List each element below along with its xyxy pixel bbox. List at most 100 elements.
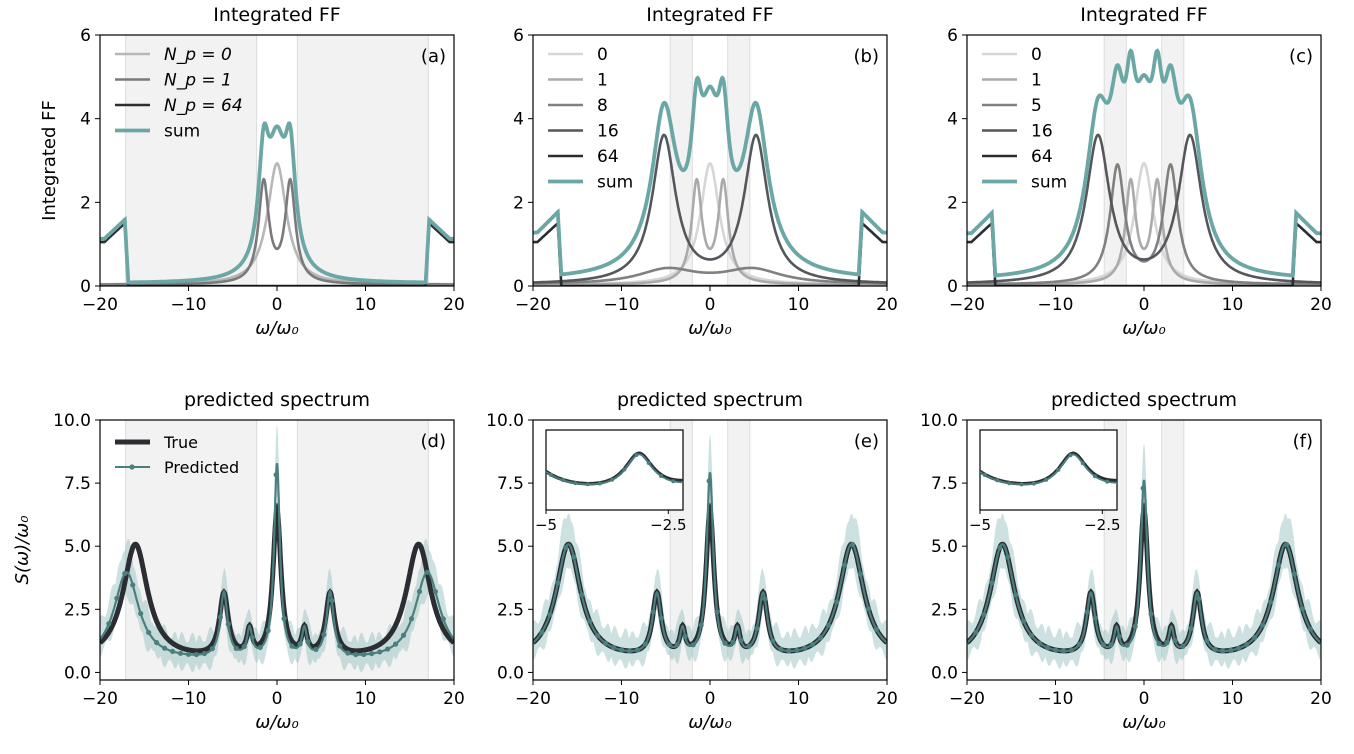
y-tick-label: 2.5 <box>64 600 91 620</box>
series-line-1 <box>533 177 887 286</box>
predicted-marker <box>249 634 255 641</box>
panel-label: (c) <box>1289 46 1313 67</box>
legend-label: N_p = 1 <box>164 71 232 91</box>
predicted-marker <box>626 648 633 654</box>
x-tick-label: 10 <box>355 295 377 315</box>
predicted-marker <box>1204 638 1210 644</box>
predicted-marker <box>297 641 303 647</box>
predicted-marker <box>1307 626 1313 632</box>
predicted-marker <box>997 545 1003 551</box>
predicted-marker <box>1244 641 1250 648</box>
y-tick-label: 2.5 <box>497 600 524 620</box>
series-line-0 <box>533 161 887 286</box>
legend-label: 0 <box>1031 45 1042 65</box>
x-tick-label: 20 <box>1310 689 1332 709</box>
predicted-marker <box>1005 554 1011 560</box>
x-tick-label: 10 <box>1222 689 1244 709</box>
legend-label: 8 <box>597 96 608 116</box>
series-line-true <box>533 502 887 654</box>
series-line-0 <box>967 161 1321 286</box>
predicted-marker <box>1212 646 1218 653</box>
panel-e: −5 −2.5 −20 −10 0 10 20 0.0 2.5 5.0 7.5 10.0 predict… <box>486 389 898 733</box>
shaded-region <box>297 35 429 286</box>
y-tick-label: 0.0 <box>64 663 91 683</box>
predicted-marker <box>1044 645 1051 651</box>
inset-marker <box>561 478 566 483</box>
predicted-marker <box>825 622 832 628</box>
inset-marker <box>585 482 590 487</box>
predicted-marker <box>1052 647 1059 653</box>
predicted-marker <box>106 620 112 627</box>
x-axis-label: ω/ω₀ <box>255 712 298 733</box>
predicted-marker <box>146 629 152 636</box>
predicted-marker <box>674 642 680 648</box>
x-axis-label: ω/ω₀ <box>688 318 731 339</box>
legend-label: 5 <box>1031 96 1042 116</box>
predicted-marker <box>1013 592 1019 598</box>
x-tick-label: −10 <box>604 689 640 709</box>
inset-marker <box>1080 461 1085 466</box>
predicted-marker <box>369 650 375 657</box>
predicted-marker <box>432 588 439 595</box>
predicted-marker <box>385 646 391 652</box>
predicted-marker <box>217 614 223 620</box>
legend-label: 1 <box>597 71 608 91</box>
series-line-sum <box>967 48 1321 278</box>
series-line-true <box>100 502 454 654</box>
panel-d: −20 −10 0 10 20 0.0 2.5 5.0 7.5 10.0 predicted spe… <box>12 389 465 733</box>
predicted-marker <box>424 569 431 575</box>
series-line-16 <box>533 133 887 284</box>
predicted-marker <box>1252 635 1258 641</box>
predicted-marker <box>345 650 351 656</box>
predicted-marker <box>273 472 279 478</box>
predicted-marker <box>1180 643 1186 649</box>
series-line-sum <box>533 75 887 277</box>
predicted-marker <box>337 643 343 649</box>
chart-title: Integrated FF <box>1080 4 1207 26</box>
predicted-marker <box>1228 647 1234 653</box>
x-tick-label: 0 <box>1139 689 1150 709</box>
x-tick-label: 20 <box>443 295 465 315</box>
y-tick-label: 4 <box>947 110 958 130</box>
x-tick-label: −20 <box>515 295 551 315</box>
predicted-marker <box>265 627 271 634</box>
inset-marker <box>1056 467 1061 472</box>
panel-f: −5 −2.5 −20 −10 0 10 20 0.0 2.5 5.0 7.5 10.0 predict… <box>920 389 1332 733</box>
predicted-marker <box>353 651 359 658</box>
y-tick-label: 5.0 <box>497 537 524 557</box>
y-tick-label: 10.0 <box>486 411 524 431</box>
legend-label: 1 <box>1031 71 1042 91</box>
predicted-marker <box>1092 615 1098 621</box>
plot-area <box>100 35 454 286</box>
y-axis-label: Integrated FF <box>39 100 60 221</box>
predicted-marker <box>770 638 776 644</box>
predicted-marker <box>321 631 327 638</box>
y-tick-label: 6 <box>513 26 524 46</box>
legend-label: 0 <box>597 45 608 65</box>
predicted-marker <box>555 580 561 586</box>
inset-marker <box>548 472 553 477</box>
predicted-marker <box>1283 541 1290 548</box>
panel-a: −20 −10 0 10 20 0 2 4 6 Integrated FF ω/ω₀ Integrat… <box>39 4 465 339</box>
inset-marker <box>634 453 639 458</box>
predicted-marker <box>1029 632 1035 639</box>
predicted-marker <box>1291 571 1298 577</box>
predicted-marker <box>1100 642 1106 648</box>
y-tick-label: 4 <box>513 110 524 130</box>
y-tick-label: 2 <box>513 193 524 213</box>
y-tick-label: 0 <box>947 277 958 297</box>
predicted-marker <box>873 626 879 632</box>
x-tick-label: 10 <box>788 295 810 315</box>
y-tick-label: 0 <box>80 277 91 297</box>
inset-tick-label: −2.5 <box>650 516 686 534</box>
predicted-marker <box>698 622 704 628</box>
predicted-marker <box>233 645 239 651</box>
y-tick-label: 7.5 <box>64 474 91 494</box>
y-tick-label: 6 <box>80 26 91 46</box>
predicted-marker <box>392 641 399 647</box>
predicted-marker <box>706 478 712 484</box>
y-tick-label: 2 <box>947 193 958 213</box>
y-tick-label: 2.5 <box>931 600 958 620</box>
predicted-marker <box>563 545 569 551</box>
